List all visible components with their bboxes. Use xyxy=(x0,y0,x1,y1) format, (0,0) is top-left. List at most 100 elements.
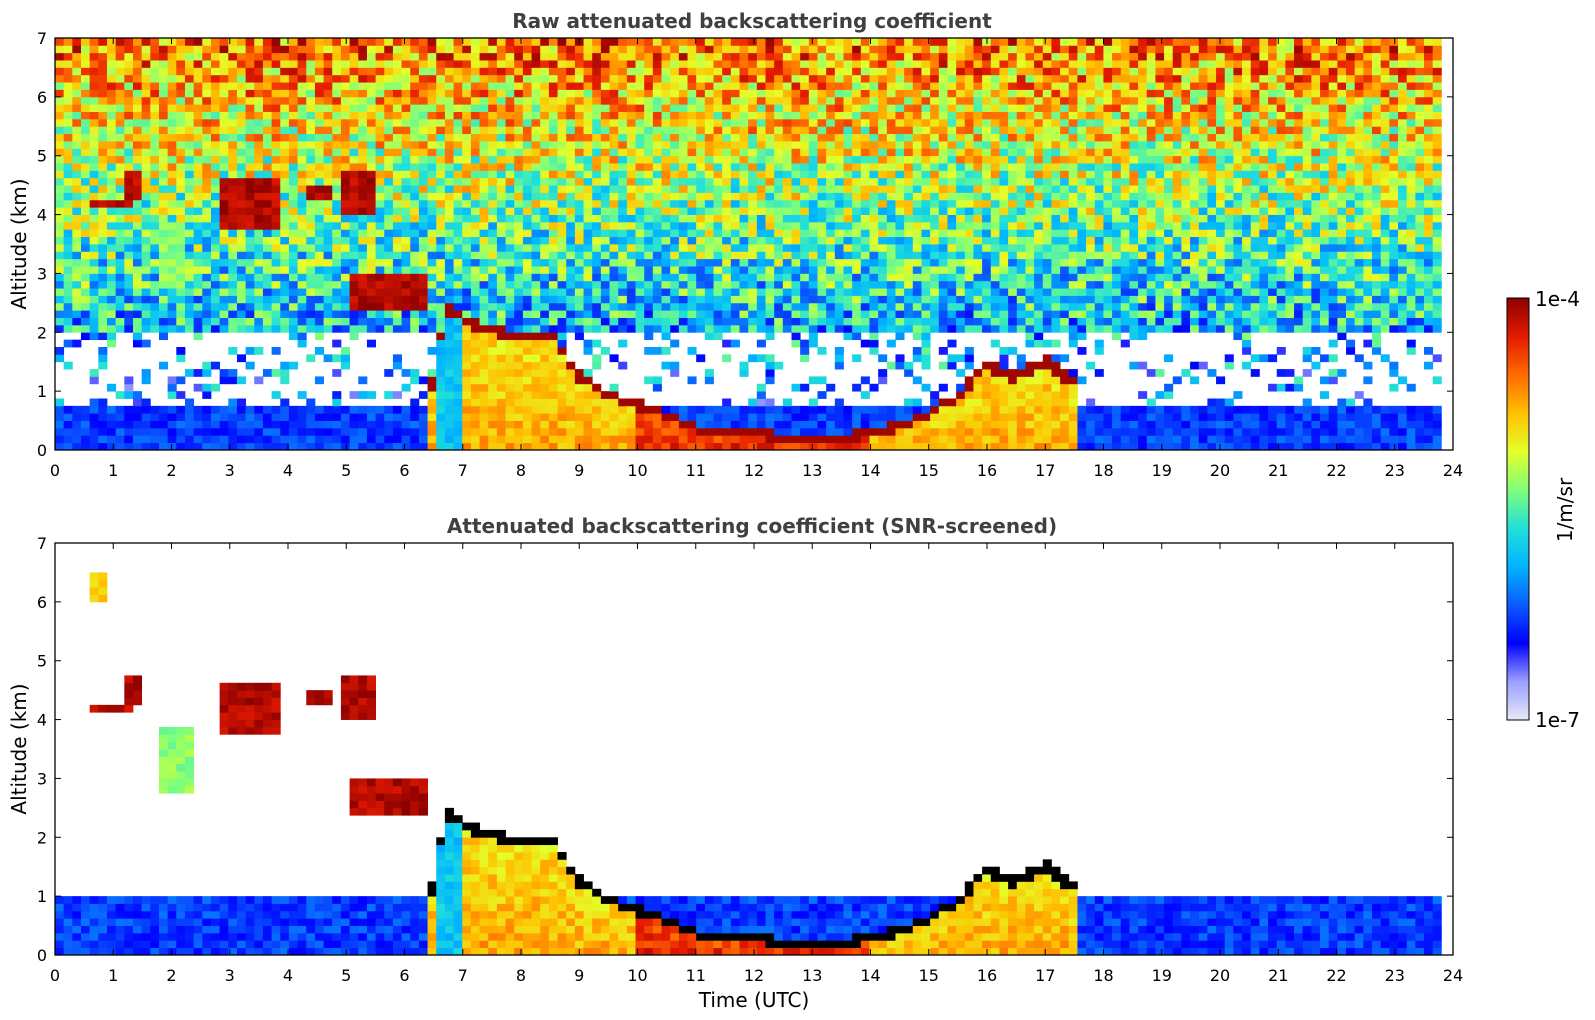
heatmap-cell xyxy=(219,317,229,326)
heatmap-cell xyxy=(158,133,169,142)
heatmap-cell xyxy=(392,177,402,186)
heatmap-cell xyxy=(488,420,498,429)
heatmap-cell xyxy=(358,236,368,245)
heatmap-cell xyxy=(730,199,740,208)
heatmap-cell xyxy=(592,266,602,274)
heatmap-cell xyxy=(800,45,810,54)
heatmap-cell xyxy=(860,141,870,149)
heatmap-cell xyxy=(184,38,195,46)
heatmap-cell xyxy=(704,273,714,282)
heatmap-cell xyxy=(410,45,420,54)
heatmap-cell xyxy=(418,60,428,68)
heatmap-cell xyxy=(860,391,870,399)
heatmap-cell xyxy=(860,52,870,61)
heatmap-cell xyxy=(262,405,273,414)
heatmap-cell xyxy=(531,199,541,208)
heatmap-cell xyxy=(852,324,862,333)
heatmap-cell xyxy=(375,435,385,444)
heatmap-cell xyxy=(366,302,376,311)
heatmap-cell xyxy=(349,126,359,135)
heatmap-cell xyxy=(635,398,645,407)
heatmap-cell xyxy=(219,60,229,68)
heatmap-cell xyxy=(670,442,680,451)
heatmap-cell xyxy=(89,111,99,120)
heatmap-cell xyxy=(696,295,706,304)
heatmap-cell xyxy=(462,82,472,90)
heatmap-cell xyxy=(271,251,281,260)
heatmap-cell xyxy=(878,192,888,201)
heatmap-cell xyxy=(817,67,827,76)
heatmap-cell xyxy=(314,376,324,385)
heatmap-cell xyxy=(98,354,108,363)
heatmap-cell xyxy=(262,89,273,98)
heatmap-cell xyxy=(410,74,420,83)
heatmap-cell xyxy=(557,177,567,186)
heatmap-cell xyxy=(826,199,836,208)
heatmap-cell xyxy=(748,52,758,61)
heatmap-cell xyxy=(323,133,333,142)
heatmap-cell xyxy=(358,74,368,83)
heatmap-cell xyxy=(462,383,472,392)
heatmap-cell xyxy=(921,361,931,370)
heatmap-cell xyxy=(323,251,333,260)
heatmap-cell xyxy=(852,133,862,142)
heatmap-cell xyxy=(635,236,645,245)
heatmap-cell xyxy=(150,111,160,120)
heatmap-cell xyxy=(540,295,550,304)
heatmap-cell xyxy=(548,96,558,105)
heatmap-cell xyxy=(444,89,454,98)
heatmap-cell xyxy=(496,118,506,127)
heatmap-cell xyxy=(756,192,766,201)
heatmap-cell xyxy=(210,89,221,98)
heatmap-cell xyxy=(765,376,775,385)
heatmap-cell xyxy=(184,170,195,179)
heatmap-cell xyxy=(262,244,273,252)
heatmap-cell xyxy=(730,104,740,112)
heatmap-cell xyxy=(80,67,91,76)
heatmap-cell xyxy=(583,207,593,215)
heatmap-cell xyxy=(210,288,221,296)
heatmap-cell xyxy=(540,442,550,451)
heatmap-cell xyxy=(358,141,368,149)
heatmap-cell xyxy=(661,310,671,318)
heatmap-cell xyxy=(115,141,125,149)
heatmap-cell xyxy=(531,192,541,201)
heatmap-cell xyxy=(236,317,247,326)
heatmap-cell xyxy=(618,82,628,90)
heatmap-cell xyxy=(600,177,610,186)
heatmap-cell xyxy=(488,221,498,230)
heatmap-cell xyxy=(557,126,567,135)
heatmap-cell xyxy=(141,244,151,252)
heatmap-cell xyxy=(340,170,350,179)
heatmap-cell xyxy=(63,148,73,157)
heatmap-cell xyxy=(522,310,532,318)
heatmap-cell xyxy=(462,376,472,385)
heatmap-cell xyxy=(652,266,662,274)
heatmap-cell xyxy=(904,369,914,377)
heatmap-cell xyxy=(791,96,801,105)
heatmap-cell xyxy=(722,302,732,311)
heatmap-cell xyxy=(722,52,732,61)
heatmap-cell xyxy=(288,67,299,76)
heatmap-cell xyxy=(860,38,870,46)
heatmap-cell xyxy=(488,163,498,171)
heatmap-cell xyxy=(106,67,117,76)
heatmap-cell xyxy=(288,258,299,267)
heatmap-cell xyxy=(453,148,463,157)
heatmap-cell xyxy=(592,442,602,451)
heatmap-cell xyxy=(470,177,480,186)
heatmap-cell xyxy=(800,148,810,157)
heatmap-cell xyxy=(661,141,671,149)
heatmap-cell xyxy=(791,280,801,289)
heatmap-cell xyxy=(852,67,862,76)
heatmap-cell xyxy=(427,288,437,296)
heatmap-cell xyxy=(392,45,402,54)
heatmap-cell xyxy=(514,236,524,245)
heatmap-cell xyxy=(436,339,446,348)
heatmap-cell xyxy=(592,420,602,429)
heatmap-cell xyxy=(297,229,307,238)
heatmap-cell xyxy=(904,420,914,429)
heatmap-cell xyxy=(80,266,91,274)
heatmap-cell xyxy=(236,148,247,157)
